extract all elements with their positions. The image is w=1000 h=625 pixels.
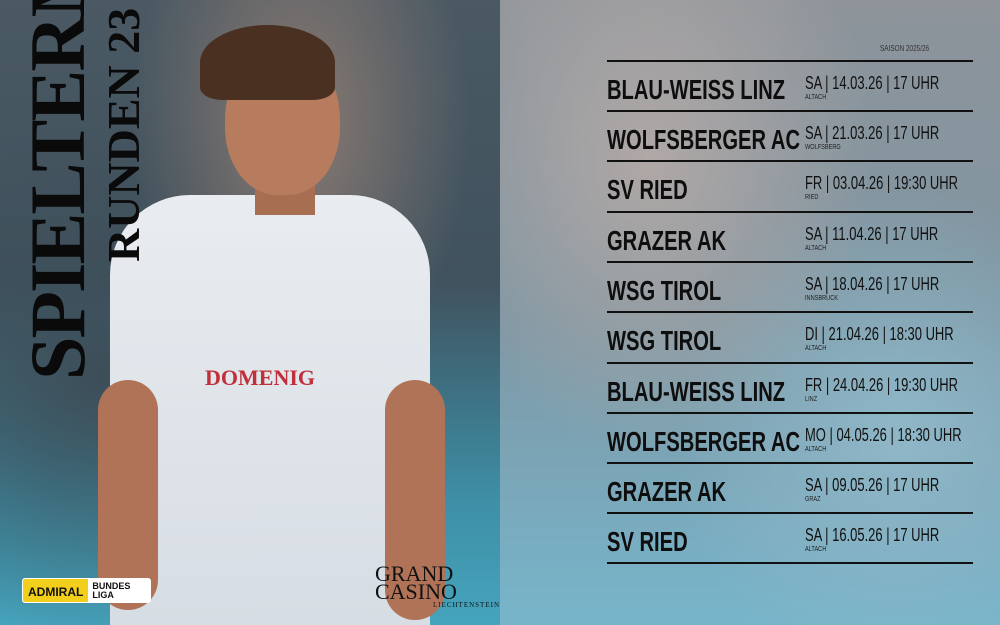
match-date: SA | 11.04.26 | 17 UHR: [805, 224, 939, 244]
opponent-team: GRAZER AK: [607, 225, 727, 256]
match-row: WSG TIROL DI | 21.04.26 | 18:30 UHR ALTA…: [607, 313, 973, 363]
player-photo: DOMENIG SPIELTERMINE RUNDEN 23 BIS 32 AD…: [0, 0, 500, 625]
match-row: SV RIED FR | 03.04.26 | 19:30 UHR RIED: [607, 162, 973, 212]
opponent-team: SV RIED: [607, 526, 688, 557]
row-divider: [607, 311, 973, 313]
match-venue: WOLFSBERG: [805, 144, 841, 151]
match-venue: ALTACH: [805, 94, 827, 101]
opponent-team: GRAZER AK: [607, 476, 727, 507]
page-subtitle: RUNDEN 23 BIS 32: [98, 0, 149, 262]
row-divider: [607, 60, 973, 62]
match-venue: RIED: [805, 194, 819, 201]
match-row: BLAU-WEISS LINZ SA | 14.03.26 | 17 UHR A…: [607, 62, 973, 112]
opponent-team: WOLFSBERGER AC: [607, 124, 801, 155]
match-row: WOLFSBERGER AC MO | 04.05.26 | 18:30 UHR…: [607, 414, 973, 464]
opponent-team: WSG TIROL: [607, 275, 722, 306]
match-venue: GRAZ: [805, 496, 821, 503]
match-date: FR | 03.04.26 | 19:30 UHR: [805, 173, 958, 193]
row-divider: [607, 211, 973, 213]
opponent-team: WOLFSBERGER AC: [607, 426, 801, 457]
match-venue: ALTACH: [805, 446, 827, 453]
match-row: WOLFSBERGER AC SA | 21.03.26 | 17 UHR WO…: [607, 112, 973, 162]
match-date: SA | 18.04.26 | 17 UHR: [805, 274, 940, 294]
bundesliga-logo: ADMIRAL BUNDES LIGA: [22, 578, 152, 603]
match-row: GRAZER AK SA | 09.05.26 | 17 UHR GRAZ: [607, 464, 973, 514]
opponent-team: SV RIED: [607, 174, 688, 205]
opponent-team: BLAU-WEISS LINZ: [607, 74, 786, 105]
match-venue: ALTACH: [805, 345, 827, 352]
row-divider: [607, 160, 973, 162]
row-divider: [607, 462, 973, 464]
match-venue: INNSBRUCK: [805, 295, 838, 302]
match-date: FR | 24.04.26 | 19:30 UHR: [805, 375, 958, 395]
row-divider: [607, 512, 973, 514]
match-row: WSG TIROL SA | 18.04.26 | 17 UHR INNSBRU…: [607, 263, 973, 313]
row-divider: [607, 362, 973, 364]
page-title: SPIELTERMINE: [14, 0, 101, 380]
opponent-team: BLAU-WEISS LINZ: [607, 376, 786, 407]
player-hair: [200, 25, 335, 100]
match-date: SA | 21.03.26 | 17 UHR: [805, 123, 940, 143]
match-date: DI | 21.04.26 | 18:30 UHR: [805, 324, 954, 344]
player-arm: [385, 380, 445, 620]
match-date: SA | 09.05.26 | 17 UHR: [805, 475, 940, 495]
grand-casino-logo: GRAND CASINO LIECHTENSTEIN: [375, 561, 500, 610]
match-date: SA | 14.03.26 | 17 UHR: [805, 73, 940, 93]
match-venue: LINZ: [805, 396, 818, 403]
match-date: MO | 04.05.26 | 18:30 UHR: [805, 425, 962, 445]
opponent-team: WSG TIROL: [607, 325, 722, 356]
player-jersey: [110, 195, 430, 625]
row-divider: [607, 412, 973, 414]
match-row: GRAZER AK SA | 11.04.26 | 17 UHR ALTACH: [607, 213, 973, 263]
player-arm: [98, 380, 158, 610]
match-venue: ALTACH: [805, 245, 827, 252]
row-divider: [607, 261, 973, 263]
season-label: SAISON 2025/26: [880, 44, 930, 53]
match-row: SV RIED SA | 16.05.26 | 17 UHR ALTACH: [607, 514, 973, 564]
jersey-sponsor: DOMENIG: [205, 365, 315, 390]
match-date: SA | 16.05.26 | 17 UHR: [805, 525, 940, 545]
match-row: BLAU-WEISS LINZ FR | 24.04.26 | 19:30 UH…: [607, 364, 973, 414]
row-divider: [607, 562, 973, 564]
row-divider: [607, 110, 973, 112]
match-venue: ALTACH: [805, 546, 827, 553]
